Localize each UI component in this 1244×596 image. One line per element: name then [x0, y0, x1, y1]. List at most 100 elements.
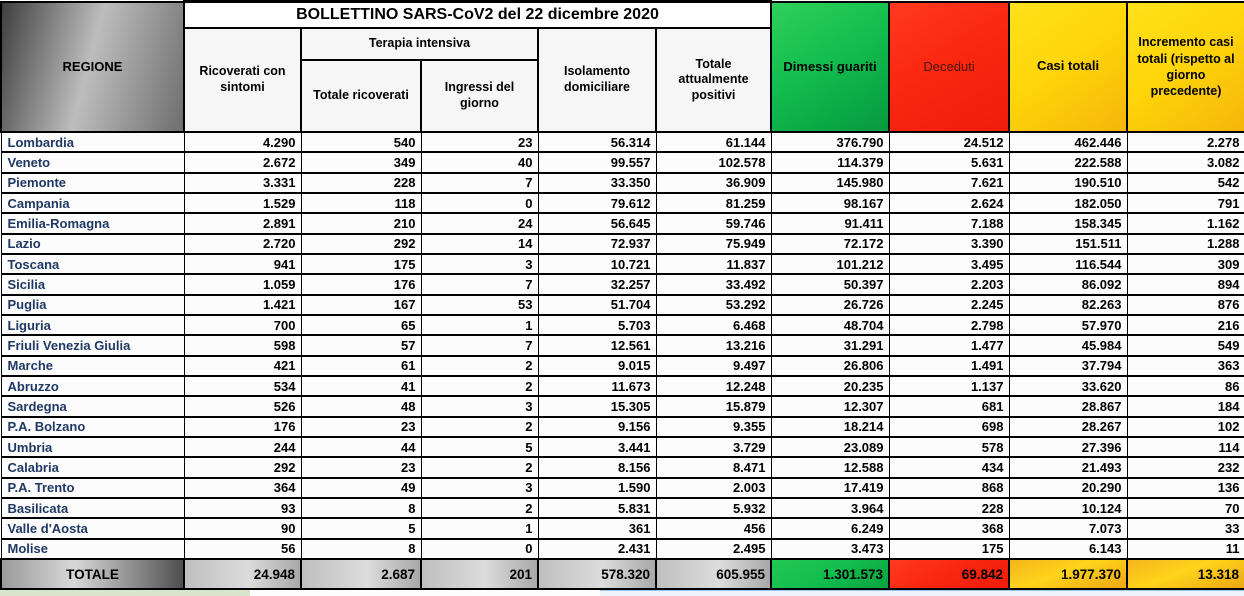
value-cell: 21.493 — [1008, 456, 1128, 479]
value-cell: 15.879 — [655, 395, 772, 418]
value-cell: 598 — [183, 334, 302, 357]
value-cell: 6.249 — [770, 517, 890, 540]
value-cell: 1.529 — [183, 191, 302, 215]
value-cell: 2.891 — [183, 212, 302, 235]
region-name-cell: Piemonte — [0, 171, 185, 195]
table-row: Lombardia 4.290 540 23 56.314 61.144 376.790 24… — [0, 130, 1244, 154]
column-header-ingressi-del-giorno: Ingressi del giorno — [420, 59, 539, 133]
value-cell: 1 — [420, 517, 539, 540]
strip-green-segment — [0, 590, 250, 596]
value-cell: 8.471 — [655, 456, 772, 479]
value-cell: 40 — [420, 151, 539, 174]
value-cell: 151.511 — [1008, 232, 1128, 255]
value-cell: 70 — [1126, 496, 1244, 520]
value-cell: 114 — [1126, 435, 1244, 459]
value-cell: 136 — [1126, 476, 1244, 499]
value-cell: 3 — [420, 476, 539, 499]
value-cell: 10.721 — [537, 252, 657, 276]
region-name-cell: Basilicata — [0, 496, 185, 520]
value-cell: 376.790 — [770, 130, 890, 154]
table-header: REGIONE BOLLETTINO SARS-CoV2 del 22 dice… — [0, 0, 1244, 133]
value-cell: 20.235 — [770, 374, 890, 398]
column-header-dimessi-guariti: Dimessi guariti — [770, 0, 890, 133]
value-cell: 1.162 — [1126, 212, 1244, 235]
totale-value-cell: 13.318 — [1126, 558, 1244, 590]
value-cell: 99.557 — [537, 151, 657, 174]
value-cell: 33.492 — [655, 273, 772, 296]
totale-value-cell: 578.320 — [537, 558, 657, 590]
value-cell: 61.144 — [655, 130, 772, 154]
value-cell: 56.314 — [537, 130, 657, 154]
value-cell: 216 — [1126, 313, 1244, 337]
totale-value-cell: 605.955 — [655, 558, 772, 590]
value-cell: 11.837 — [655, 252, 772, 276]
value-cell: 1.137 — [888, 374, 1010, 398]
value-cell: 57 — [300, 334, 422, 357]
value-cell: 50.397 — [770, 273, 890, 296]
value-cell: 49 — [300, 476, 422, 499]
value-cell: 11.673 — [537, 374, 657, 398]
region-name-cell: Campania — [0, 191, 185, 215]
value-cell: 44 — [300, 435, 422, 459]
value-cell: 56.645 — [537, 212, 657, 235]
table-row: Lazio 2.720 292 14 72.937 75.949 72.172 3.390 15… — [0, 232, 1244, 255]
value-cell: 33 — [1126, 517, 1244, 540]
value-cell: 232 — [1126, 456, 1244, 479]
value-cell: 700 — [183, 313, 302, 337]
value-cell: 81.259 — [655, 191, 772, 215]
table-row: P.A. Bolzano 176 23 2 9.156 9.355 18.214 698 28.… — [0, 415, 1244, 438]
value-cell: 4.290 — [183, 130, 302, 154]
table-row: Umbria 244 44 5 3.441 3.729 23.089 578 27.396 114 — [0, 435, 1244, 459]
value-cell: 91.411 — [770, 212, 890, 235]
value-cell: 82.263 — [1008, 293, 1128, 316]
value-cell: 5 — [420, 435, 539, 459]
table-row: Campania 1.529 118 0 79.612 81.259 98.167 2.624… — [0, 191, 1244, 215]
value-cell: 368 — [888, 517, 1010, 540]
region-name-cell: Toscana — [0, 252, 185, 276]
region-name-cell: Lombardia — [0, 130, 185, 154]
value-cell: 1.590 — [537, 476, 657, 499]
table-row: Puglia 1.421 167 53 51.704 53.292 26.726 2.245 8… — [0, 293, 1244, 316]
page-title: BOLLETTINO SARS-CoV2 del 22 dicembre 202… — [183, 0, 772, 29]
value-cell: 222.588 — [1008, 151, 1128, 174]
value-cell: 5.703 — [537, 313, 657, 337]
region-name-cell: Valle d'Aosta — [0, 517, 185, 540]
table-row: Sardegna 526 48 3 15.305 15.879 12.307 681 28.86… — [0, 395, 1244, 418]
value-cell: 14 — [420, 232, 539, 255]
value-cell: 3 — [420, 395, 539, 418]
region-name-cell: Marche — [0, 354, 185, 377]
region-name-cell: Puglia — [0, 293, 185, 316]
value-cell: 462.446 — [1008, 130, 1128, 154]
value-cell: 56 — [183, 537, 302, 561]
value-cell: 167 — [300, 293, 422, 316]
value-cell: 5.631 — [888, 151, 1010, 174]
value-cell: 2.495 — [655, 537, 772, 561]
value-cell: 86 — [1126, 374, 1244, 398]
value-cell: 3.495 — [888, 252, 1010, 276]
table-row: Abruzzo 534 41 2 11.673 12.248 20.235 1.137 33.6… — [0, 374, 1244, 398]
table-row: P.A. Trento 364 49 3 1.590 2.003 17.419 868 20.2… — [0, 476, 1244, 499]
value-cell: 1.421 — [183, 293, 302, 316]
value-cell: 145.980 — [770, 171, 890, 195]
value-cell: 20.290 — [1008, 476, 1128, 499]
value-cell: 894 — [1126, 273, 1244, 296]
value-cell: 210 — [300, 212, 422, 235]
region-name-cell: Friuli Venezia Giulia — [0, 334, 185, 357]
value-cell: 11 — [1126, 537, 1244, 561]
value-cell: 2.798 — [888, 313, 1010, 337]
value-cell: 48 — [300, 395, 422, 418]
value-cell: 28.267 — [1008, 415, 1128, 438]
value-cell: 228 — [888, 496, 1010, 520]
region-name-cell: Molise — [0, 537, 185, 561]
region-name-cell: P.A. Bolzano — [0, 415, 185, 438]
value-cell: 3.441 — [537, 435, 657, 459]
value-cell: 48.704 — [770, 313, 890, 337]
value-cell: 79.612 — [537, 191, 657, 215]
value-cell: 10.124 — [1008, 496, 1128, 520]
table-row: Friuli Venezia Giulia 598 57 7 12.561 13.216 3… — [0, 334, 1244, 357]
value-cell: 23 — [300, 415, 422, 438]
value-cell: 33.620 — [1008, 374, 1128, 398]
value-cell: 2.245 — [888, 293, 1010, 316]
value-cell: 456 — [655, 517, 772, 540]
